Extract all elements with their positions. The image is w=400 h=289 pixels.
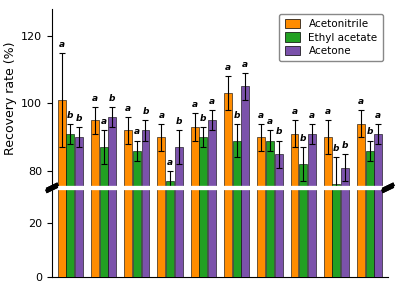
Bar bbox=[241, 0, 249, 277]
Text: a: a bbox=[134, 127, 140, 136]
Bar bbox=[266, 140, 274, 289]
Text: b: b bbox=[275, 127, 282, 136]
Bar bbox=[75, 137, 83, 289]
Bar bbox=[290, 134, 298, 289]
Text: a: a bbox=[167, 158, 173, 167]
Text: a: a bbox=[325, 107, 331, 116]
Bar bbox=[224, 93, 232, 289]
Bar bbox=[233, 36, 241, 277]
Bar bbox=[58, 3, 66, 277]
Text: a: a bbox=[375, 111, 382, 120]
Bar bbox=[357, 22, 365, 277]
Text: b: b bbox=[300, 134, 306, 143]
Bar bbox=[257, 137, 265, 289]
Bar bbox=[366, 44, 374, 277]
Text: b: b bbox=[233, 111, 240, 120]
Text: b: b bbox=[76, 114, 82, 123]
Bar bbox=[332, 71, 340, 277]
Bar bbox=[374, 30, 382, 277]
Text: a: a bbox=[309, 111, 315, 120]
Text: b: b bbox=[109, 94, 116, 103]
Text: a: a bbox=[242, 60, 248, 69]
Bar bbox=[142, 130, 150, 289]
Bar bbox=[224, 0, 232, 277]
Bar bbox=[100, 147, 108, 289]
Bar bbox=[66, 134, 74, 289]
Text: b: b bbox=[333, 144, 340, 153]
Bar bbox=[175, 147, 183, 289]
Bar bbox=[108, 17, 116, 277]
Bar bbox=[208, 20, 216, 277]
Bar bbox=[308, 134, 316, 289]
Text: a: a bbox=[358, 97, 364, 106]
Bar bbox=[124, 28, 132, 277]
Bar bbox=[133, 44, 141, 277]
Bar bbox=[357, 124, 365, 289]
Bar bbox=[175, 41, 183, 277]
Text: b: b bbox=[176, 117, 182, 126]
Bar bbox=[166, 68, 174, 277]
Bar bbox=[299, 55, 307, 277]
Bar bbox=[75, 33, 83, 277]
Bar bbox=[124, 130, 132, 289]
Bar bbox=[191, 127, 199, 289]
Bar bbox=[199, 137, 207, 289]
Text: a: a bbox=[158, 111, 164, 120]
Bar bbox=[233, 140, 241, 289]
Bar bbox=[308, 30, 316, 277]
Bar bbox=[133, 151, 141, 289]
Bar bbox=[100, 41, 108, 277]
Bar bbox=[58, 100, 66, 289]
Bar bbox=[158, 137, 166, 289]
Y-axis label: Recovery rate (%): Recovery rate (%) bbox=[4, 42, 17, 155]
Bar bbox=[290, 30, 298, 277]
Bar bbox=[166, 181, 174, 289]
Bar bbox=[324, 137, 332, 289]
Text: a: a bbox=[192, 100, 198, 110]
Legend: Acetonitrile, Ethyl acetate, Acetone: Acetonitrile, Ethyl acetate, Acetone bbox=[279, 14, 383, 61]
Text: a: a bbox=[209, 97, 215, 106]
Text: b: b bbox=[142, 107, 149, 116]
Bar bbox=[91, 120, 99, 289]
Bar bbox=[257, 33, 265, 277]
Bar bbox=[158, 33, 166, 277]
Text: a: a bbox=[292, 107, 298, 116]
Text: a: a bbox=[92, 94, 98, 103]
Bar bbox=[332, 184, 340, 289]
Bar bbox=[191, 25, 199, 277]
Text: b: b bbox=[342, 141, 348, 150]
Text: b: b bbox=[366, 127, 373, 136]
Bar bbox=[299, 164, 307, 289]
Bar bbox=[341, 58, 349, 277]
Bar bbox=[241, 86, 249, 289]
Bar bbox=[208, 120, 216, 289]
Bar bbox=[199, 33, 207, 277]
Text: a: a bbox=[258, 111, 264, 120]
Text: a: a bbox=[125, 104, 131, 113]
Bar bbox=[142, 28, 150, 277]
Bar bbox=[341, 168, 349, 289]
Bar bbox=[324, 33, 332, 277]
Text: a: a bbox=[225, 63, 231, 72]
Bar bbox=[66, 30, 74, 277]
Bar bbox=[274, 47, 282, 277]
Text: b: b bbox=[200, 114, 207, 123]
Bar bbox=[374, 134, 382, 289]
Bar bbox=[274, 154, 282, 289]
Text: b: b bbox=[67, 111, 74, 120]
Text: a: a bbox=[58, 40, 65, 49]
Text: a: a bbox=[100, 117, 107, 126]
Bar bbox=[266, 36, 274, 277]
Bar bbox=[91, 20, 99, 277]
Text: a: a bbox=[267, 117, 273, 126]
Bar bbox=[366, 151, 374, 289]
Bar bbox=[108, 117, 116, 289]
